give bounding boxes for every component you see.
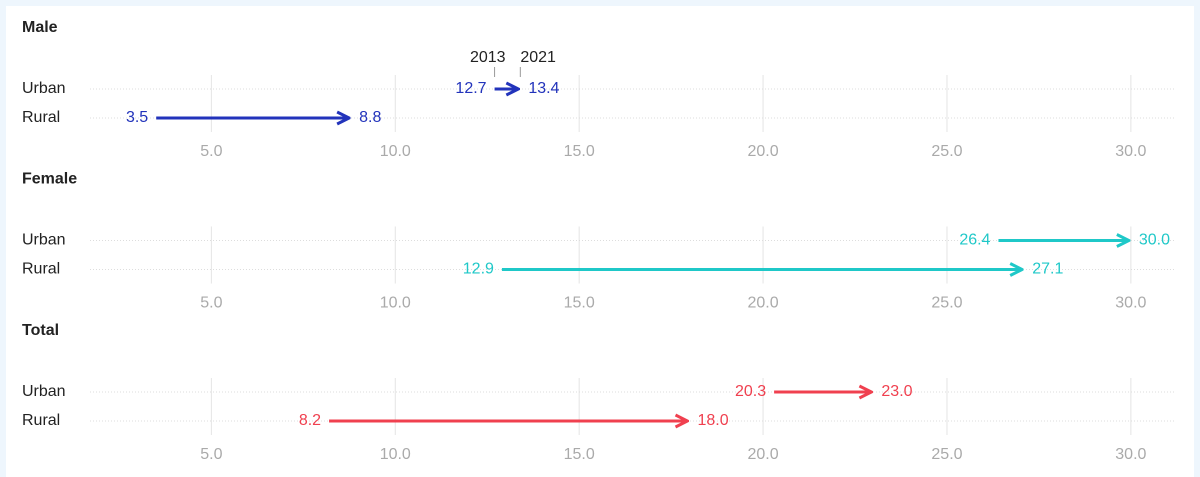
start-label: 12.9 [463,261,494,278]
x-tick-label: 10.0 [380,143,411,160]
end-label: 27.1 [1032,261,1063,278]
x-tick-label: 20.0 [747,446,778,463]
start-label: 8.2 [299,412,321,429]
x-tick-label: 25.0 [931,295,962,312]
panel-title: Male [22,19,58,36]
x-tick-label: 20.0 [747,295,778,312]
row-label: Urban [22,80,66,97]
x-tick-label: 10.0 [380,446,411,463]
end-label: 23.0 [881,383,912,400]
x-tick-label: 15.0 [564,295,595,312]
end-label: 30.0 [1139,232,1170,249]
x-tick-label: 25.0 [931,143,962,160]
legend-label: 2021 [520,49,556,66]
x-tick-label: 10.0 [380,295,411,312]
start-label: 3.5 [126,109,148,126]
end-label: 18.0 [698,412,729,429]
start-label: 20.3 [735,383,766,400]
start-label: 26.4 [959,232,990,249]
legend-label: 2013 [470,49,506,66]
row-label: Urban [22,232,66,249]
x-tick-label: 5.0 [200,143,222,160]
panel-title: Female [22,171,77,188]
row-label: Rural [22,261,60,278]
panel-background [6,6,1194,477]
x-tick-label: 25.0 [931,446,962,463]
row-label: Rural [22,412,60,429]
start-label: 12.7 [455,80,486,97]
x-tick-label: 15.0 [564,446,595,463]
row-label: Urban [22,383,66,400]
x-tick-label: 30.0 [1115,143,1146,160]
x-tick-label: 15.0 [564,143,595,160]
x-tick-label: 5.0 [200,295,222,312]
x-tick-label: 30.0 [1115,295,1146,312]
row-label: Rural [22,109,60,126]
x-tick-label: 5.0 [200,446,222,463]
end-label: 13.4 [528,80,559,97]
x-tick-label: 20.0 [747,143,778,160]
x-tick-label: 30.0 [1115,446,1146,463]
panel-title: Total [22,322,59,339]
end-label: 8.8 [359,109,381,126]
